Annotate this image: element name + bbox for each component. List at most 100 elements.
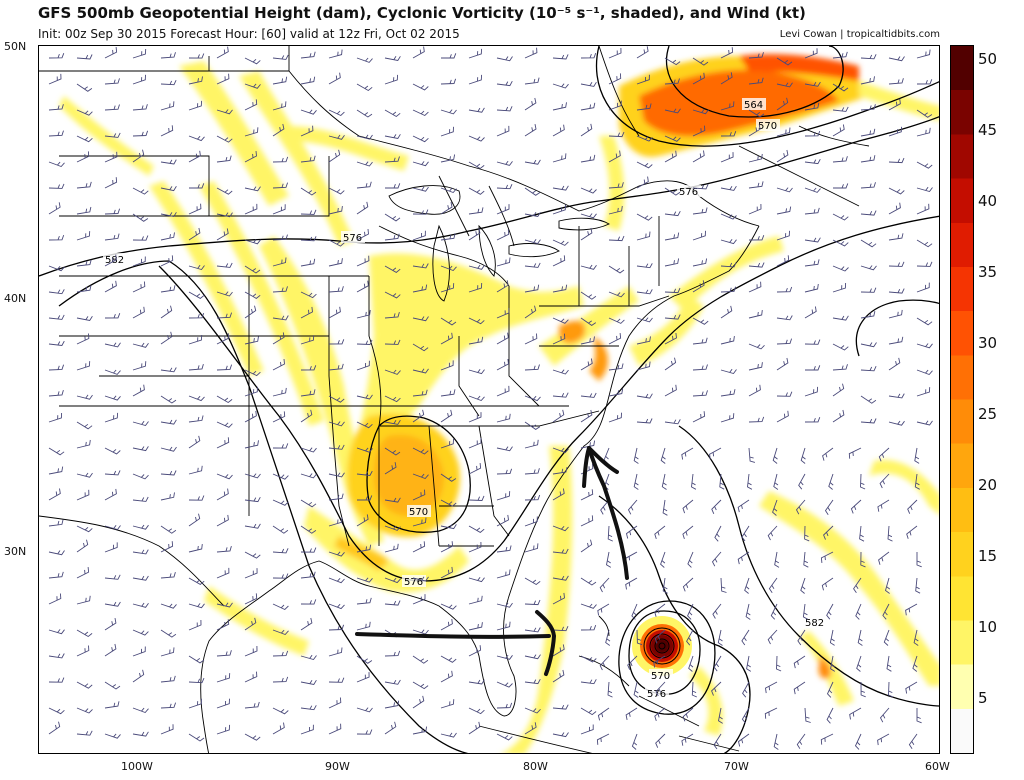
wind-barb — [524, 159, 541, 165]
wind-barb — [888, 309, 903, 319]
colorbar-label: 20 — [978, 476, 998, 494]
wind-barb — [860, 473, 866, 490]
wind-barb — [188, 334, 203, 345]
wind-barb — [188, 544, 203, 553]
wind-barb — [272, 573, 289, 579]
contour-label: 570 — [758, 121, 777, 132]
wind-barb — [188, 135, 205, 142]
wind-barb — [496, 733, 513, 741]
colorbar-label: 35 — [978, 263, 998, 281]
wind-barb — [832, 156, 848, 163]
wind-barb — [661, 473, 667, 490]
wind-barb — [328, 72, 341, 85]
wind-barb — [524, 364, 540, 371]
wind-barb — [132, 187, 149, 195]
wind-barb — [832, 364, 848, 371]
wind-barb — [468, 317, 485, 325]
wind-barb — [160, 232, 175, 241]
wind-barb — [496, 204, 510, 215]
wind-barb — [524, 494, 541, 501]
wind-barb — [712, 603, 722, 619]
wind-barb — [633, 473, 639, 490]
wind-barb — [524, 468, 540, 475]
wind-barb — [692, 207, 708, 215]
wind-barb — [188, 312, 205, 319]
wind-barb — [384, 395, 401, 403]
wind-barb — [104, 369, 121, 375]
wind-barb — [552, 626, 569, 632]
wind-barb — [412, 726, 428, 735]
weather-map: 564 570 576 576 582 570 576 582 570 576 — [38, 45, 940, 754]
wind-barb — [188, 577, 205, 585]
wind-barb — [888, 157, 905, 164]
wind-barb — [580, 154, 596, 163]
wind-barb — [580, 187, 597, 194]
wind-barb — [916, 317, 933, 326]
wind-barb — [216, 187, 233, 195]
wind-barb — [356, 707, 373, 713]
wind-barb — [412, 230, 426, 241]
wind-barb — [552, 102, 567, 111]
wind-barb — [48, 53, 65, 59]
wind-barb — [682, 707, 694, 722]
wind-barb — [188, 363, 204, 371]
wind-barb — [328, 603, 345, 610]
wind-barb — [440, 670, 453, 683]
arrow-east-head — [535, 610, 556, 676]
wind-barb — [328, 258, 343, 267]
wind-barb — [412, 409, 425, 423]
wind-barb — [440, 233, 456, 241]
wind-barb — [496, 332, 509, 345]
contour-label: 576 — [343, 233, 362, 244]
contour-label: 576 — [404, 577, 423, 588]
wind-barb — [767, 525, 778, 541]
wind-barb — [860, 342, 877, 348]
wind-barb — [188, 395, 205, 402]
wind-barb — [216, 698, 230, 709]
wind-barb — [664, 287, 681, 294]
wind-barb — [860, 287, 877, 293]
wind-barb — [552, 317, 569, 324]
wind-barb — [888, 357, 901, 371]
wind-barb — [300, 473, 317, 479]
wind-barb — [804, 187, 821, 193]
wind-barb — [877, 733, 890, 746]
wind-barb — [300, 617, 313, 631]
wind-barb — [888, 288, 905, 294]
wind-barb — [132, 575, 149, 581]
wind-barb — [552, 704, 569, 710]
wind-barb — [748, 153, 763, 163]
wind-barb — [883, 629, 890, 646]
wind-barb — [720, 577, 727, 593]
wind-barb — [48, 161, 65, 168]
wind-barb — [468, 437, 482, 449]
wind-barb — [104, 574, 121, 580]
wind-barb — [104, 542, 118, 553]
wind-barb — [692, 337, 708, 345]
wind-barb — [916, 552, 922, 568]
wind-barb — [272, 411, 286, 423]
wind-barb — [440, 732, 457, 738]
wind-barb — [76, 231, 91, 241]
wind-barb — [440, 655, 457, 663]
wind-barb — [272, 76, 288, 85]
wind-barb — [496, 184, 513, 190]
wind-barb — [746, 655, 752, 672]
wind-barb — [496, 654, 513, 660]
wind-barb — [776, 97, 789, 111]
wind-barb — [552, 669, 565, 683]
wind-barb — [216, 473, 233, 480]
wind-barb — [76, 472, 93, 478]
wind-barb — [830, 655, 836, 672]
wind-barbs — [48, 46, 933, 750]
wind-barb — [328, 339, 345, 345]
wind-barb — [48, 550, 65, 556]
wind-barb — [244, 291, 261, 299]
wind-barb — [48, 593, 62, 605]
wind-barb — [328, 306, 341, 319]
lon-label-60w: 60W — [925, 760, 950, 773]
wind-barb — [440, 332, 453, 345]
wind-barb — [188, 415, 204, 423]
wind-barb — [76, 333, 90, 345]
wind-barb — [524, 707, 541, 714]
